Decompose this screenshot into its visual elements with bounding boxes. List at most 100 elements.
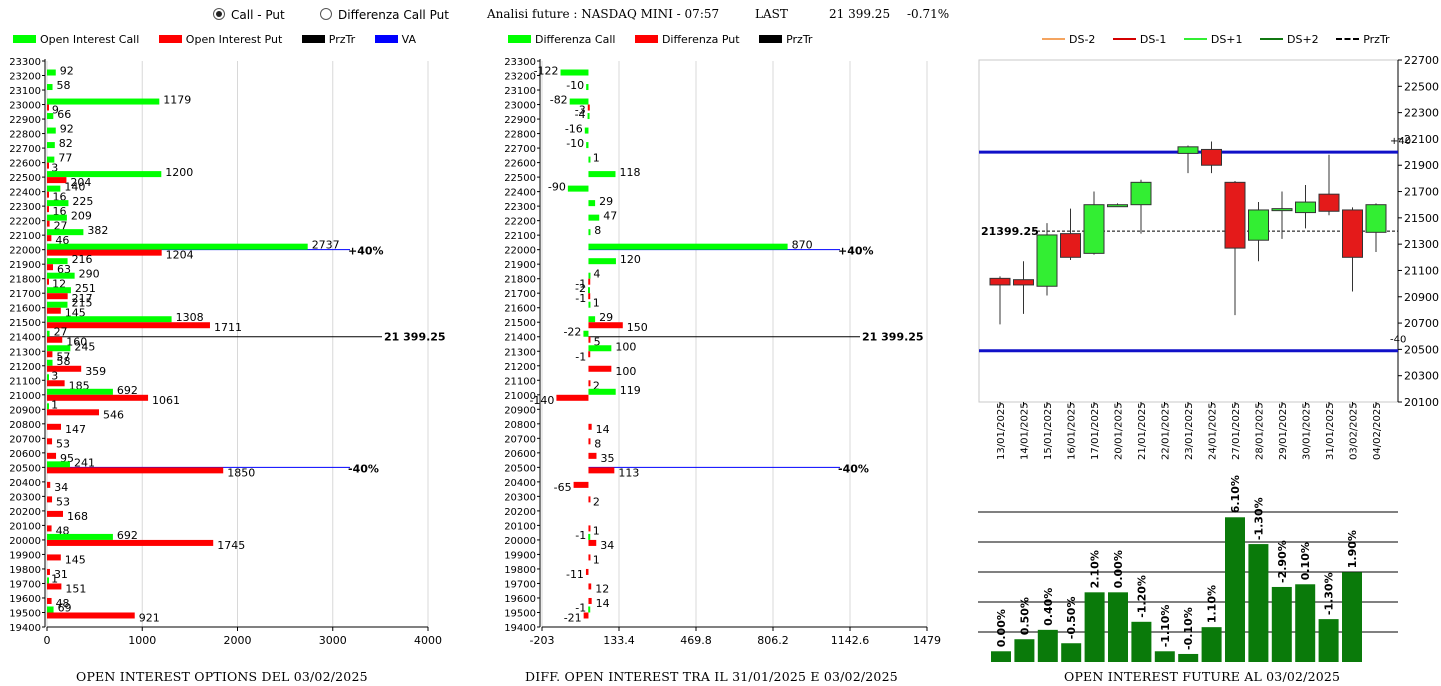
call-bar (47, 214, 67, 221)
future-bar-label: 2.10% (1089, 550, 1102, 588)
put-bar (47, 539, 214, 546)
y-tick-label: 19800 (504, 565, 536, 576)
put-bar (47, 380, 65, 387)
put-bar (47, 191, 49, 198)
call-bar (47, 374, 49, 381)
future-bar-label: -2.90% (1276, 540, 1289, 583)
y-tick-label: 21600 (9, 304, 41, 315)
put-bar-label: 53 (56, 495, 70, 508)
y-tick-label: 21300 (9, 347, 41, 358)
call-bar (587, 113, 590, 120)
call-bar-label: 692 (117, 529, 138, 542)
put-bar (588, 554, 591, 561)
y-tick-label: 19500 (504, 608, 536, 619)
y-tick-label: 22800 (9, 130, 41, 141)
call-bar (588, 606, 591, 613)
put-bar-label: 14 (596, 423, 610, 436)
y-tick-label: 22300 (9, 202, 41, 213)
future-bar-label: -0.10% (1182, 607, 1195, 650)
legend-right-ds-2: DS-2 (1069, 33, 1096, 46)
call-bar (47, 272, 75, 279)
y-tick-label: 22200 (504, 217, 536, 228)
call-bar (47, 156, 55, 163)
call-bar (588, 301, 591, 308)
radio-diff-call-put[interactable]: Differenza Call Put (320, 8, 449, 22)
x-tick-label: 2000 (224, 634, 252, 647)
put-bar-label: 1711 (214, 321, 242, 334)
call-bar (588, 345, 612, 352)
candle-y-tick-label: 22300 (1404, 107, 1439, 120)
future-bar (1154, 651, 1175, 662)
call-bar-label: 1308 (176, 311, 204, 324)
call-bar-label: 1 (51, 398, 58, 411)
call-bar (47, 577, 49, 584)
call-bar (586, 84, 589, 91)
candle-y-tick-label: 22700 (1404, 54, 1439, 67)
future-bar-label: 0.00% (1112, 550, 1125, 588)
candle-y-tick-label: 20900 (1404, 291, 1439, 304)
put-bar (588, 583, 592, 590)
call-bar-label: 58 (57, 355, 71, 368)
legend-swatch-ds+1 (1183, 38, 1207, 40)
call-bar-label: -90 (548, 181, 566, 194)
range-line-label: +40 (1390, 136, 1411, 147)
y-tick-label: 20900 (504, 405, 536, 416)
radio-call-put[interactable]: Call - Put (213, 8, 285, 22)
va-line-label: -40% (838, 462, 869, 475)
candle-date-label: 20/01/2025 (1114, 402, 1125, 460)
put-bar (588, 351, 591, 358)
call-bar (47, 403, 49, 410)
call-bar (47, 345, 71, 352)
put-bar-label: 9 (52, 104, 59, 117)
call-bar-label: 209 (71, 210, 92, 223)
y-tick-label: 22600 (9, 159, 41, 170)
legend-middle-prztr: PrzTr (786, 33, 813, 46)
call-bar-label: 382 (87, 224, 108, 237)
put-bar-label: -140 (529, 394, 554, 407)
put-bar-label: -1 (575, 278, 586, 291)
call-bar-label: 47 (603, 210, 617, 223)
call-bar-label: 245 (74, 340, 95, 353)
legend-swatch-va (374, 35, 398, 43)
y-tick-label: 22700 (504, 144, 536, 155)
call-bar (560, 69, 589, 76)
y-tick-label: 20600 (9, 449, 41, 460)
put-bar-label: 3 (51, 162, 58, 175)
put-bar (47, 409, 100, 416)
candle-y-tick-label: 21500 (1404, 212, 1439, 225)
put-bar (588, 539, 597, 546)
y-tick-label: 20400 (9, 478, 41, 489)
candle-y-tick-label: 20500 (1404, 343, 1439, 356)
y-tick-label: 20300 (9, 492, 41, 503)
call-bar-label: 77 (58, 152, 72, 165)
call-bar (47, 287, 71, 294)
put-bar (47, 496, 53, 503)
future-bar (1318, 619, 1339, 662)
y-tick-label: 22300 (504, 202, 536, 213)
call-bar-label: 1200 (165, 166, 193, 179)
put-bar-label: 2 (593, 379, 600, 392)
candle-date-label: 30/01/2025 (1302, 402, 1313, 460)
candle-body (1013, 279, 1034, 286)
candle-y-tick-label: 20300 (1404, 370, 1439, 383)
put-bar-label: 1061 (152, 394, 180, 407)
call-bar (583, 330, 589, 337)
y-tick-label: 22400 (504, 188, 536, 199)
legend-left-put: Open Interest Put (185, 33, 283, 46)
put-bar-label: 1 (593, 524, 600, 537)
future-bar-label: -1.30% (1323, 572, 1336, 615)
y-tick-label: 19900 (9, 550, 41, 561)
y-tick-label: 22500 (504, 173, 536, 184)
y-tick-label: 20000 (9, 536, 41, 547)
y-tick-label: 20300 (504, 492, 536, 503)
y-tick-label: 22100 (9, 231, 41, 242)
y-tick-label: 20700 (9, 434, 41, 445)
put-bar (585, 568, 589, 575)
legend-swatch-ds-1 (1112, 38, 1136, 40)
candle-date-label: 22/01/2025 (1161, 402, 1172, 460)
y-tick-label: 20100 (9, 521, 41, 532)
put-bar-label: 921 (139, 611, 160, 624)
put-bar (47, 438, 53, 445)
put-bar (588, 525, 591, 532)
x-tick-label: 806.2 (757, 634, 789, 647)
